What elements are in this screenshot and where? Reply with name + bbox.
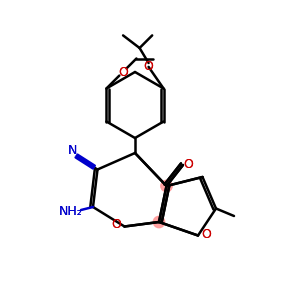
Circle shape: [153, 216, 165, 228]
Text: O: O: [144, 60, 154, 74]
Text: O: O: [144, 60, 154, 74]
Text: O: O: [184, 158, 193, 172]
Text: N: N: [68, 143, 78, 157]
Text: O: O: [111, 218, 121, 232]
Circle shape: [161, 180, 172, 192]
Text: O: O: [202, 227, 211, 241]
Text: N: N: [68, 143, 78, 157]
Text: NH₂: NH₂: [58, 205, 82, 218]
Text: O: O: [118, 65, 128, 79]
Text: O: O: [202, 227, 211, 241]
Text: O: O: [111, 218, 121, 232]
Text: O: O: [184, 158, 193, 172]
Text: NH₂: NH₂: [58, 205, 82, 218]
Text: O: O: [118, 65, 128, 79]
